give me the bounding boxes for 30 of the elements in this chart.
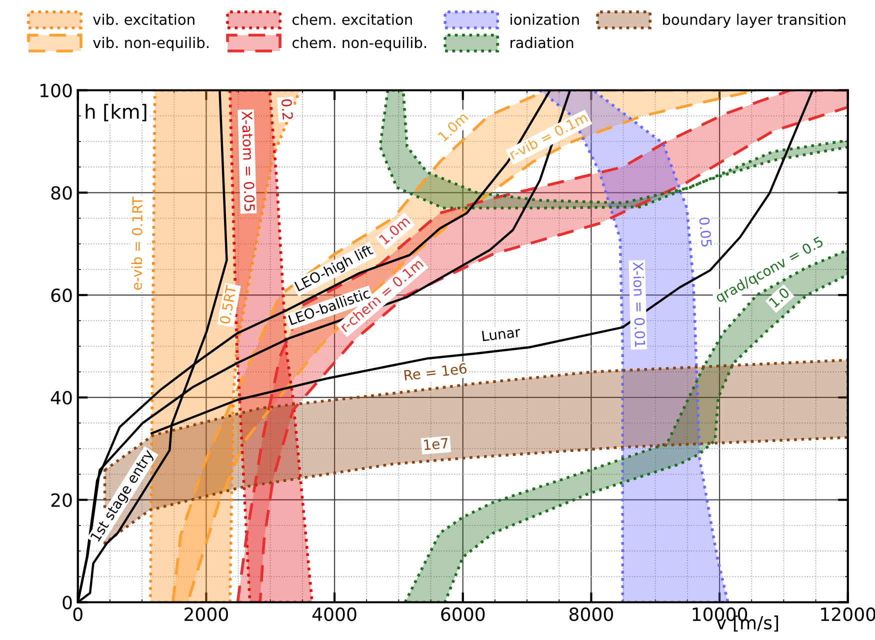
x-tick-label: 4000 bbox=[312, 607, 356, 622]
y-tick-label: 0 bbox=[62, 596, 72, 610]
y-tick-label: 100 bbox=[40, 84, 72, 98]
annotation: 1e7 bbox=[424, 438, 448, 450]
annotation: r-vib = 0.1m bbox=[508, 112, 588, 160]
annotation: Re = 1e6 bbox=[404, 362, 467, 381]
y-tick-label: 20 bbox=[51, 493, 72, 507]
annotation: X-atom = 0.05 bbox=[242, 111, 255, 211]
x-tick-label: 8000 bbox=[569, 607, 613, 622]
legend-label: vib. excitation bbox=[93, 14, 194, 25]
y-tick-label: 80 bbox=[51, 186, 72, 200]
x-tick-label: 6000 bbox=[441, 607, 485, 622]
annotation: Lunar bbox=[482, 326, 521, 342]
legend-label: boundary layer transition bbox=[663, 14, 846, 28]
legend-label: chem. excitation bbox=[292, 14, 412, 25]
legend-label: ionization bbox=[510, 14, 579, 25]
y-axis-title: h [km] bbox=[86, 104, 146, 122]
x-tick-label: 2000 bbox=[184, 607, 228, 622]
annotation: X-ion = 0.01 bbox=[632, 262, 646, 347]
x-tick-label: 12000 bbox=[821, 607, 875, 622]
x-tick-label: 0 bbox=[73, 607, 82, 622]
annotation: 0.2 bbox=[281, 98, 294, 120]
annotation: e-vib = 0.1RT bbox=[131, 196, 143, 290]
annotation: 0.5RT bbox=[219, 284, 237, 324]
legend-label: vib. non-equilib. bbox=[93, 36, 208, 52]
legend-label: chem. non-equilib. bbox=[292, 36, 426, 52]
y-tick-label: 60 bbox=[51, 288, 72, 302]
annotation: 0.05 bbox=[698, 217, 712, 247]
y-tick-label: 40 bbox=[50, 390, 72, 405]
legend-label: radiation bbox=[510, 36, 574, 48]
